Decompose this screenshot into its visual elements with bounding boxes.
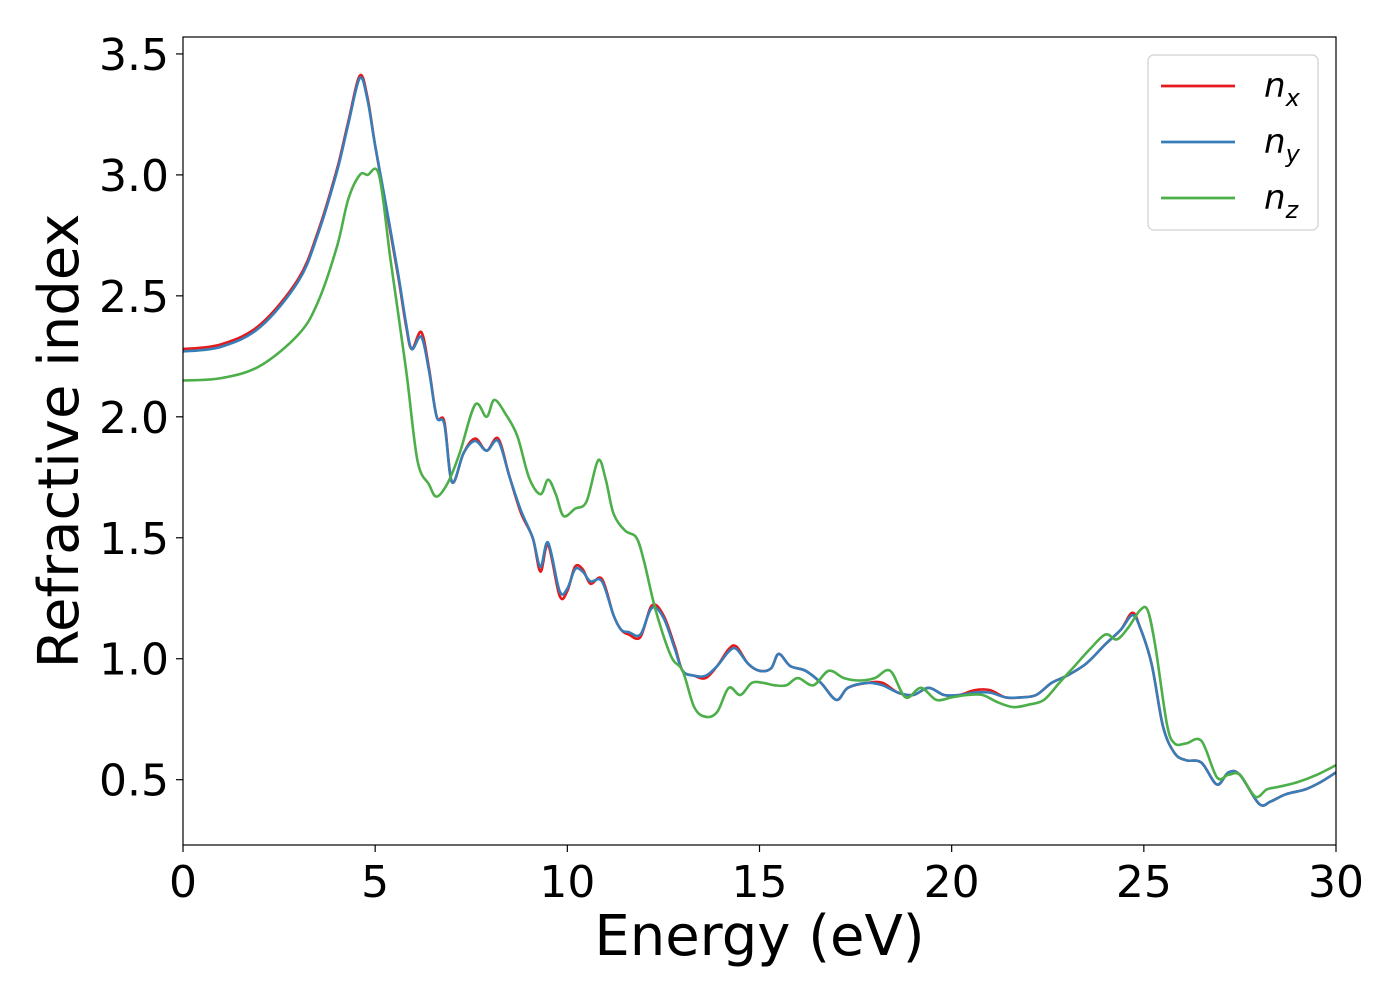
y-tick-label: 2.5 bbox=[99, 272, 169, 323]
legend-label-z: nz bbox=[1264, 178, 1300, 224]
y-axis-ticks: 0.5 1.0 1.5 2.0 2.5 3.0 3.5 bbox=[99, 30, 183, 807]
x-tick-label: 0 bbox=[169, 857, 197, 908]
plot-lines bbox=[183, 73, 1336, 807]
x-tick-label: 5 bbox=[361, 857, 389, 908]
y-axis-title: Refractive index bbox=[27, 214, 92, 669]
x-tick-label: 25 bbox=[1116, 857, 1172, 908]
y-tick-label: 3.0 bbox=[99, 151, 169, 202]
x-tick-label: 20 bbox=[924, 857, 980, 908]
x-tick-label: 30 bbox=[1308, 857, 1364, 908]
y-tick-label: 2.0 bbox=[99, 393, 169, 444]
y-tick-label: 3.5 bbox=[99, 30, 169, 81]
x-axis-ticks: 0 5 10 15 20 25 30 bbox=[169, 845, 1364, 908]
legend: nx ny nz bbox=[1147, 54, 1319, 231]
y-tick-label: 1.0 bbox=[99, 635, 169, 686]
x-axis-title: Energy (eV) bbox=[594, 904, 924, 969]
legend-label-y: ny bbox=[1264, 122, 1301, 168]
y-tick-label: 0.5 bbox=[99, 756, 169, 807]
x-tick-label: 10 bbox=[539, 857, 595, 908]
legend-label-x: nx bbox=[1264, 66, 1301, 112]
series-line-z bbox=[183, 167, 1336, 799]
x-tick-label: 15 bbox=[732, 857, 788, 908]
y-tick-label: 1.5 bbox=[99, 514, 169, 565]
